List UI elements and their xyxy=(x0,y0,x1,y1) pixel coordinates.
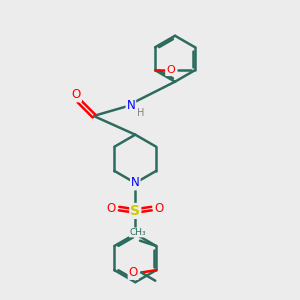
Text: H: H xyxy=(136,108,144,118)
Text: O: O xyxy=(166,65,175,75)
Text: N: N xyxy=(127,99,135,112)
Text: O: O xyxy=(106,202,116,214)
Text: CH₃: CH₃ xyxy=(129,228,146,237)
Text: O: O xyxy=(155,202,164,214)
Text: O: O xyxy=(72,88,81,101)
Text: N: N xyxy=(131,176,140,190)
Text: O: O xyxy=(129,266,138,279)
Text: S: S xyxy=(130,204,140,218)
